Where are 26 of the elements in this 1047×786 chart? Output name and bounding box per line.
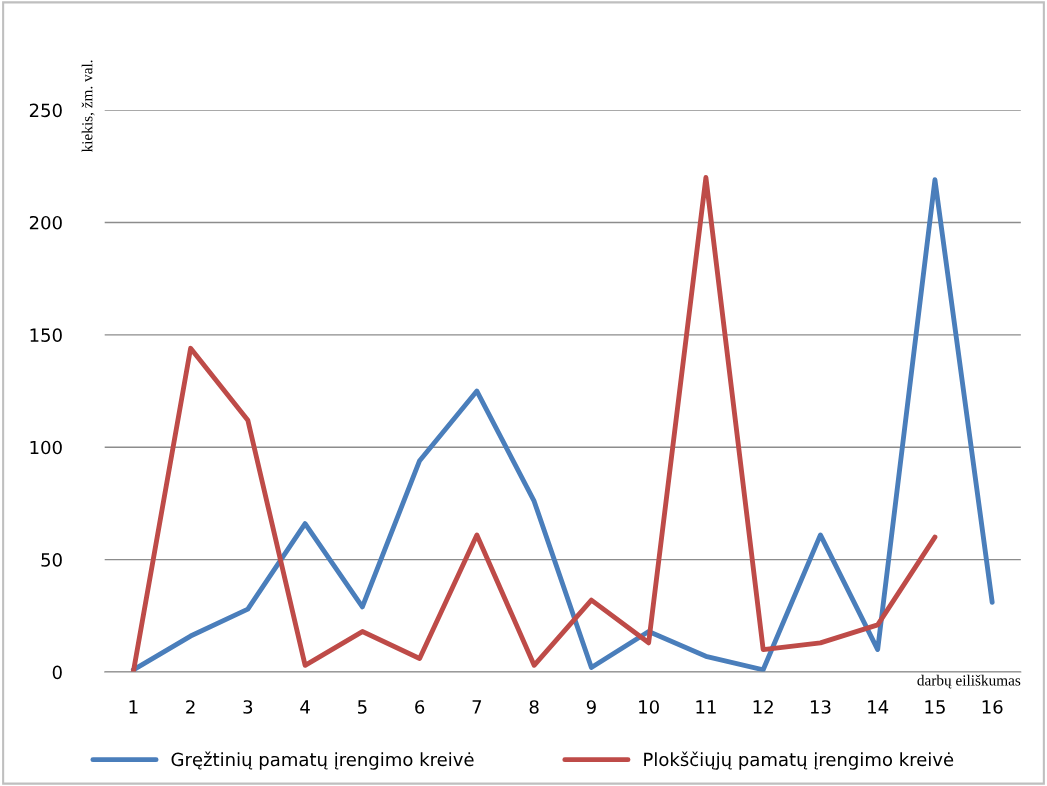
y-axis-title: kiekis, žm. val. xyxy=(81,60,95,153)
x-tick-label: 7 xyxy=(472,700,482,714)
x-tick-label: 15 xyxy=(925,700,945,714)
x-tick-label: 13 xyxy=(810,700,831,714)
x-tick-label: 8 xyxy=(529,700,539,714)
x-tick-label: 9 xyxy=(586,700,596,714)
x-axis-title: darbų eiliškumas xyxy=(917,674,1021,689)
legend-label: Gręžtinių pamatų įrengimo kreivė xyxy=(171,751,474,770)
y-tick-label: 100 xyxy=(30,440,62,455)
x-tick-label: 4 xyxy=(300,700,310,714)
x-tick-label: 14 xyxy=(868,700,889,714)
x-tick-label: 6 xyxy=(415,700,425,714)
y-tick-label: 150 xyxy=(30,328,62,342)
x-tick-label: 10 xyxy=(639,700,659,714)
x-tick-label: 2 xyxy=(186,700,195,714)
x-tick-label: 11 xyxy=(696,700,716,714)
y-tick-label: 200 xyxy=(29,215,62,230)
x-tick-label: 12 xyxy=(753,700,773,714)
x-tick-label: 5 xyxy=(358,700,367,714)
legend-label: Plokščiųjų pamatų įrengimo kreivė xyxy=(644,751,954,770)
y-tick-label: 250 xyxy=(29,103,62,118)
x-tick-label: 16 xyxy=(982,700,1003,714)
y-tick-label: 50 xyxy=(41,553,62,567)
x-tick-label: 3 xyxy=(243,700,253,714)
x-tick-label: 1 xyxy=(129,700,138,714)
y-tick-label: 0 xyxy=(52,665,62,680)
